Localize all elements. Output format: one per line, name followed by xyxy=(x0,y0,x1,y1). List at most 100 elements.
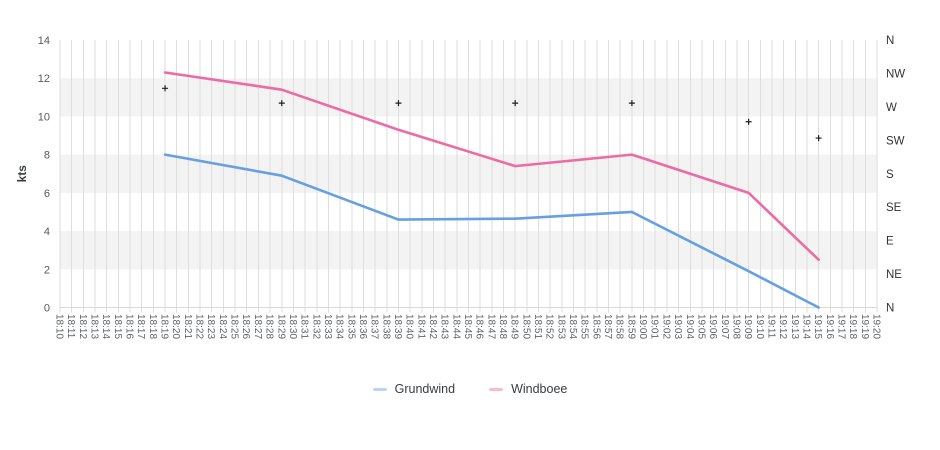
x-tick-label: 18:39 xyxy=(392,314,403,339)
x-tick-label: 19:07 xyxy=(719,314,730,339)
x-tick-label: 18:38 xyxy=(380,314,391,339)
x-tick-label: 18:37 xyxy=(369,314,380,339)
y-tick-label: 4 xyxy=(44,226,50,238)
chart-legend: Grundwind Windboee xyxy=(0,382,940,396)
x-tick-label: 19:16 xyxy=(824,314,835,339)
x-tick-label: 18:30 xyxy=(287,314,298,339)
x-tick-label: 18:43 xyxy=(439,314,450,339)
wind-direction-markers xyxy=(162,85,822,142)
y-axis-labels: 14 12 10 8 6 4 2 0 xyxy=(38,35,50,315)
x-tick-label: 19:02 xyxy=(660,314,671,339)
x-tick-label: 18:18 xyxy=(147,314,158,339)
x-tick-label: 18:52 xyxy=(544,314,555,339)
x-tick-label: 18:35 xyxy=(345,314,356,339)
direction-marker xyxy=(745,118,752,125)
minute-gridlines xyxy=(59,40,878,313)
legend-item-grundwind[interactable]: Grundwind xyxy=(372,382,455,396)
x-tick-label: 19:09 xyxy=(742,314,753,339)
x-tick-label: 19:05 xyxy=(695,314,706,339)
x-tick-label: 18:26 xyxy=(240,314,251,339)
x-tick-label: 18:31 xyxy=(299,314,310,339)
x-tick-label: 18:58 xyxy=(614,314,625,339)
windboee-line-swatch xyxy=(489,387,504,391)
x-tick-label: 18:46 xyxy=(474,314,485,339)
x-tick-label: 18:55 xyxy=(579,314,590,339)
direction-marker xyxy=(815,135,822,142)
x-tick-label: 19:17 xyxy=(835,314,846,339)
x-tick-label: 18:19 xyxy=(159,314,170,339)
x-tick-label: 18:15 xyxy=(112,314,123,339)
direction-tick-label: NW xyxy=(886,68,905,80)
x-tick-label: 18:20 xyxy=(170,314,181,339)
y-tick-label: 14 xyxy=(38,35,50,47)
x-tick-label: 18:33 xyxy=(322,314,333,339)
x-tick-label: 18:23 xyxy=(205,314,216,339)
x-tick-label: 19:15 xyxy=(812,314,823,339)
x-tick-label: 18:56 xyxy=(590,314,601,339)
x-tick-label: 18:51 xyxy=(532,314,543,339)
direction-tick-label: NE xyxy=(886,269,902,281)
x-tick-label: 19:04 xyxy=(684,314,695,339)
x-tick-label: 18:16 xyxy=(124,314,135,339)
y-tick-label: 12 xyxy=(38,73,50,85)
x-tick-label: 19:13 xyxy=(789,314,800,339)
x-tick-label: 18:22 xyxy=(194,314,205,339)
x-tick-label: 19:11 xyxy=(765,314,776,339)
y-axis-title: kts xyxy=(15,165,29,183)
x-tick-label: 18:50 xyxy=(520,314,531,339)
x-tick-label: 18:32 xyxy=(310,314,321,339)
x-tick-label: 18:59 xyxy=(625,314,636,339)
y-tick-label: 10 xyxy=(38,111,50,123)
direction-tick-label: SE xyxy=(886,202,902,214)
x-axis-labels: 18:10 18:11 18:12 18:13 18:14 18:15 18:16 18:17… xyxy=(54,314,882,339)
direction-marker xyxy=(278,100,285,107)
direction-tick-label: S xyxy=(886,169,894,181)
x-tick-label: 18:57 xyxy=(602,314,613,339)
grundwind-line-swatch xyxy=(372,387,387,391)
x-tick-label: 19:03 xyxy=(672,314,683,339)
direction-tick-label: W xyxy=(886,102,897,114)
windboee-line xyxy=(163,71,820,262)
y-tick-label: 0 xyxy=(44,303,50,315)
x-tick-label: 18:11 xyxy=(65,314,76,339)
x-tick-label: 18:48 xyxy=(497,314,508,339)
grundwind-line xyxy=(163,153,820,309)
direction-tick-label: N xyxy=(886,303,894,315)
x-tick-label: 19:06 xyxy=(707,314,718,339)
legend-label-windboee: Windboee xyxy=(511,382,568,396)
x-tick-label: 19:20 xyxy=(871,314,882,339)
x-tick-label: 18:45 xyxy=(462,314,473,339)
x-tick-label: 19:01 xyxy=(649,314,660,339)
y-tick-label: 8 xyxy=(44,150,50,162)
x-tick-label: 18:47 xyxy=(485,314,496,339)
x-tick-label: 18:49 xyxy=(509,314,520,339)
direction-marker xyxy=(512,100,519,107)
direction-tick-label: N xyxy=(886,35,894,47)
x-tick-label: 19:00 xyxy=(637,314,648,339)
x-tick-label: 18:27 xyxy=(252,314,263,339)
direction-marker xyxy=(395,100,402,107)
x-tick-label: 18:12 xyxy=(77,314,88,339)
x-tick-label: 19:10 xyxy=(754,314,765,339)
x-tick-label: 18:53 xyxy=(555,314,566,339)
x-tick-label: 19:12 xyxy=(777,314,788,339)
x-tick-label: 18:10 xyxy=(54,314,65,339)
x-tick-label: 18:41 xyxy=(415,314,426,339)
x-tick-label: 19:19 xyxy=(859,314,870,339)
x-tick-label: 18:28 xyxy=(264,314,275,339)
y-tick-label: 2 xyxy=(44,264,50,276)
legend-item-windboee[interactable]: Windboee xyxy=(489,382,567,396)
direction-tick-label: SW xyxy=(886,135,905,147)
x-tick-label: 19:18 xyxy=(847,314,858,339)
direction-marker xyxy=(628,100,635,107)
x-tick-label: 18:25 xyxy=(229,314,240,339)
direction-tick-label: E xyxy=(886,236,894,248)
x-tick-label: 18:36 xyxy=(357,314,368,339)
x-tick-label: 18:14 xyxy=(100,314,111,339)
y-tick-label: 6 xyxy=(44,188,50,200)
x-tick-label: 18:24 xyxy=(217,314,228,339)
x-tick-label: 18:42 xyxy=(427,314,438,339)
direction-marker xyxy=(162,85,169,92)
x-tick-label: 18:29 xyxy=(275,314,286,339)
